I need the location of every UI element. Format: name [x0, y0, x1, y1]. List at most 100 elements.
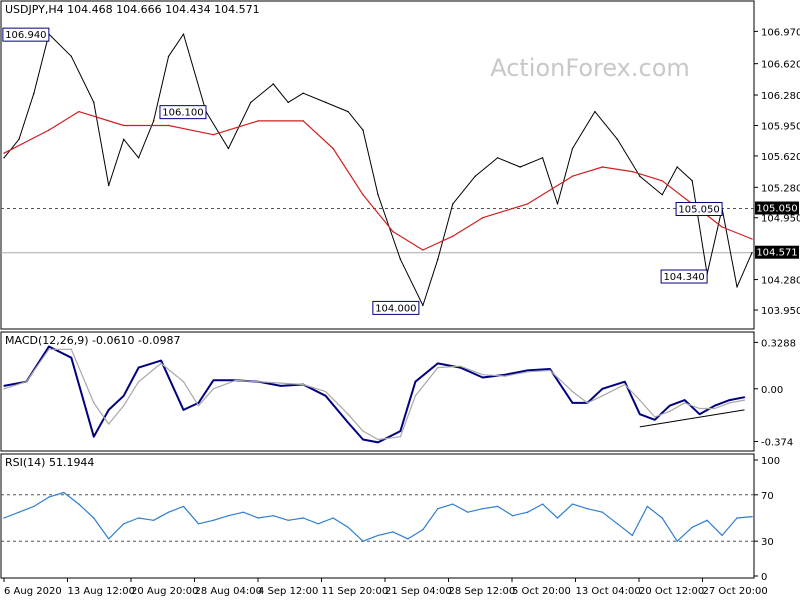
- macd-title: MACD(12,26,9) -0.0610 -0.0987: [5, 334, 180, 347]
- current-price-label: 105.050: [756, 204, 797, 215]
- main-point-price: [474, 175, 476, 177]
- main-point-ma: [332, 147, 334, 150]
- rsi-point-rsi: [586, 508, 589, 510]
- macd-series-macd: [3, 345, 745, 444]
- x-tick-label: 28 Aug 04:00: [195, 586, 262, 597]
- rsi-point-rsi: [18, 511, 20, 513]
- rsi-point-rsi: [541, 503, 544, 505]
- macd-point-signal: [586, 402, 589, 404]
- macd-point-macd: [414, 381, 417, 383]
- rsi-point-rsi: [526, 511, 529, 513]
- main-point-price: [70, 55, 73, 57]
- macd-point-signal: [437, 366, 439, 369]
- main-point-price: [93, 101, 95, 104]
- rsi-point-rsi: [691, 526, 693, 528]
- macd-series-signal: [3, 348, 745, 441]
- macd-point-signal: [549, 369, 551, 372]
- main-point-price: [324, 101, 327, 104]
- main-point-price: [18, 138, 20, 141]
- macd-point-macd: [669, 404, 671, 407]
- rsi-point-rsi: [751, 515, 753, 518]
- price-label-box: [159, 105, 207, 120]
- macd-point-signal: [302, 383, 304, 386]
- rsi-title: RSI(14) 51.1944: [5, 456, 94, 469]
- macd-point-signal: [504, 375, 506, 377]
- main-point-price: [33, 92, 35, 94]
- macd-point-macd: [108, 409, 110, 411]
- macd-point-signal: [347, 413, 349, 415]
- current-price-box: [755, 245, 799, 259]
- rsi-point-rsi: [108, 538, 110, 540]
- macd-point-macd: [377, 441, 379, 444]
- main-point-price: [496, 157, 499, 159]
- macd-point-signal: [235, 379, 237, 382]
- macd-point-signal: [654, 416, 656, 418]
- macd-ytick-label: 0.00: [761, 385, 783, 396]
- main-ytick-label: 105.950: [761, 121, 800, 132]
- rsi-point-rsi: [511, 514, 514, 517]
- macd-point-signal: [624, 383, 626, 386]
- macd-point-macd: [212, 379, 215, 382]
- macd-point-macd: [654, 419, 656, 421]
- macd-point-macd: [122, 395, 125, 397]
- macd-point-macd: [324, 395, 327, 397]
- main-point-ma: [601, 166, 604, 168]
- price-label: 104.000: [375, 303, 416, 314]
- rsi-ytick-label: 70: [761, 491, 774, 502]
- macd-ytick-label: -0.374: [761, 438, 793, 449]
- macd-point-macd: [399, 430, 402, 432]
- price-label-box: [660, 269, 708, 284]
- main-point-ma: [362, 193, 364, 196]
- main-point-price: [167, 55, 170, 57]
- macd-point-macd: [639, 413, 641, 415]
- rsi-point-rsi: [676, 540, 678, 542]
- main-point-price: [152, 120, 155, 122]
- macd-point-signal: [324, 390, 327, 393]
- rsi-point-rsi: [407, 538, 409, 540]
- main-point-price: [556, 203, 559, 205]
- rsi-point-rsi: [736, 517, 738, 519]
- main-point-price: [227, 147, 230, 150]
- rsi-ytick-label: 0: [761, 572, 767, 583]
- main-point-price: [691, 180, 693, 182]
- main-point-price: [377, 193, 379, 196]
- main-point-price: [452, 203, 454, 205]
- rsi-point-rsi: [496, 505, 499, 508]
- macd-point-macd: [482, 376, 484, 379]
- main-point-ma: [212, 134, 215, 136]
- macd-point-macd: [698, 413, 701, 415]
- rsi-point-rsi: [63, 491, 65, 494]
- main-point-price: [362, 129, 364, 131]
- macd-point-macd: [683, 399, 686, 401]
- main-point-price: [272, 83, 274, 85]
- main-point-price: [3, 157, 5, 159]
- price-label-box: [2, 27, 50, 42]
- main-point-price: [287, 101, 289, 104]
- rsi-point-rsi: [362, 540, 364, 542]
- price-label-box: [675, 202, 723, 217]
- macd-point-macd: [93, 436, 95, 438]
- main-point-ma: [751, 238, 753, 240]
- rsi-point-rsi: [422, 528, 424, 531]
- price-label: 105.050: [678, 205, 719, 216]
- macd-point-signal: [70, 348, 73, 350]
- x-tick-label: 21 Sep 04:00: [385, 586, 452, 597]
- macd-point-signal: [197, 404, 200, 407]
- macd-point-macd: [182, 409, 185, 411]
- main-point-price: [751, 252, 753, 254]
- macd-point-signal: [639, 399, 641, 401]
- macd-point-signal: [212, 388, 215, 390]
- macd-point-macd: [160, 359, 162, 362]
- macd-point-macd: [437, 362, 439, 365]
- main-series-ma: [3, 111, 753, 251]
- macd-point-macd: [459, 366, 461, 369]
- macd-point-signal: [3, 388, 5, 390]
- macd-point-macd: [624, 381, 626, 383]
- main-point-price: [639, 175, 641, 177]
- main-point-price: [661, 193, 663, 196]
- main-point-price: [137, 157, 140, 159]
- rsi-point-rsi: [287, 519, 289, 522]
- main-ytick-label: 104.280: [761, 276, 800, 287]
- macd-point-signal: [362, 430, 364, 432]
